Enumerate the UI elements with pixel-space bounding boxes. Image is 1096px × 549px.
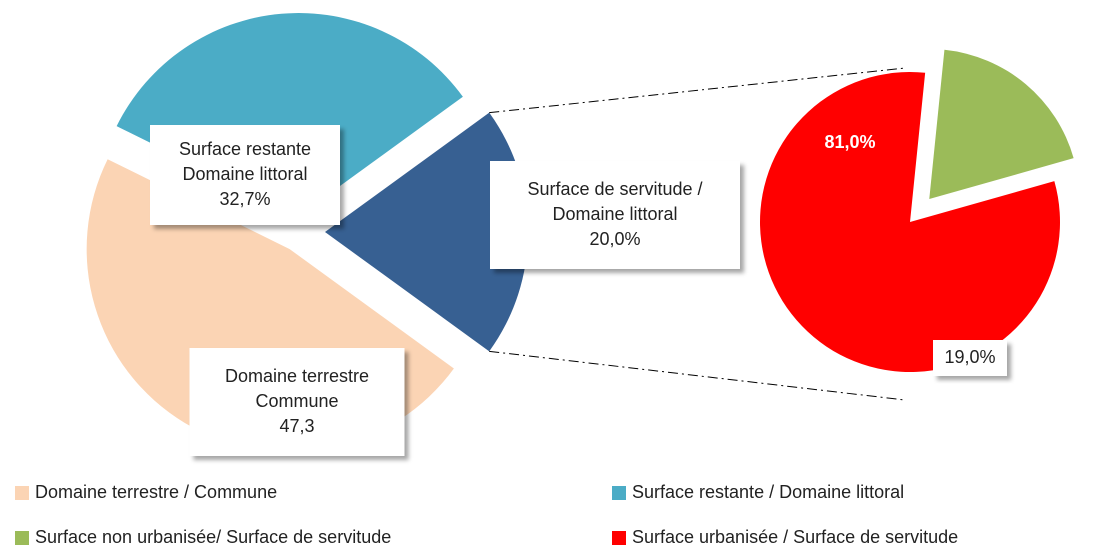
data-label: 81,0% [824, 132, 875, 152]
data-label: Domaine littoral [182, 164, 307, 184]
data-label: Domaine terrestre [225, 366, 369, 386]
legend-label: Surface restante / Domaine littoral [632, 482, 904, 502]
data-label-box [189, 348, 405, 456]
data-label: 32,7% [219, 189, 270, 209]
connector-line [489, 67, 906, 114]
pie-slice [760, 71, 1060, 372]
legend-label: Surface urbanisée / Surface de servitude [632, 527, 958, 547]
data-label: 47,3 [279, 416, 314, 436]
legend-label: Surface non urbanisée/ Surface de servit… [35, 527, 391, 547]
data-label: 20,0% [589, 229, 640, 249]
legend-swatch [15, 531, 29, 545]
data-label-box [150, 125, 340, 225]
connector-line [489, 350, 906, 401]
legend-swatch [612, 486, 626, 500]
data-label: Domaine littoral [552, 204, 677, 224]
data-label-box [490, 161, 740, 269]
pie-slice [929, 49, 1074, 200]
data-label: 19,0% [944, 347, 995, 367]
data-label: Surface restante [179, 139, 311, 159]
data-label-box [933, 340, 1007, 376]
legend-label: Domaine terrestre / Commune [35, 482, 277, 502]
pie-slice [325, 112, 529, 352]
legend-swatch [15, 486, 29, 500]
legend-swatch [612, 531, 626, 545]
data-label: Commune [255, 391, 338, 411]
data-label: Surface de servitude / [527, 179, 702, 199]
